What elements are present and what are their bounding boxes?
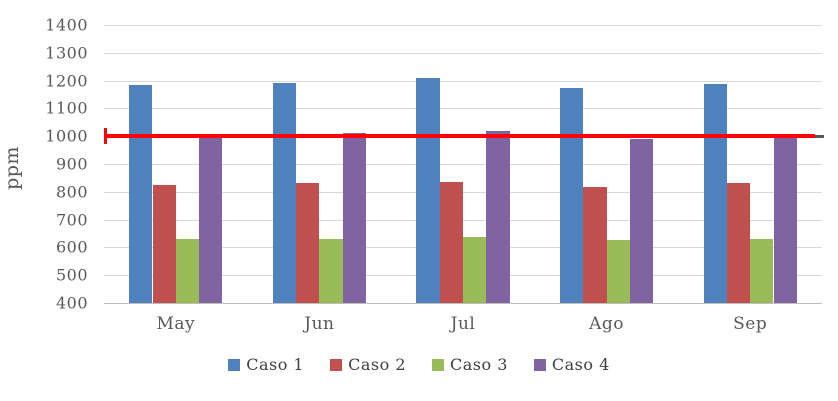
bar-caso-1-jul — [416, 77, 440, 303]
gridline — [104, 25, 822, 26]
y-axis-title: ppm — [1, 146, 23, 190]
gridline — [104, 191, 822, 193]
reference-line-left-cap — [104, 128, 107, 145]
legend-swatch-icon — [432, 358, 444, 371]
bar-caso-1-jun — [272, 82, 297, 303]
bar-caso-2-may — [152, 184, 176, 303]
bar-caso-2-sep — [726, 183, 751, 303]
x-axis-label-ago: Ago — [589, 314, 625, 334]
legend-label: Caso 2 — [348, 355, 406, 374]
legend-swatch-icon — [330, 358, 343, 371]
bar-caso-4-jun — [342, 133, 366, 303]
y-tick-label: 700 — [55, 210, 88, 230]
gridline — [104, 219, 822, 221]
y-tick-label: 400 — [55, 293, 88, 313]
gridline — [104, 52, 822, 54]
plot-area: 400 500 600 700 800 900 1000 1100 1200 1300 1400 Ma… — [45, 16, 824, 334]
reference-line — [104, 134, 815, 139]
x-axis-label-jul: Jul — [450, 314, 476, 334]
bar-caso-4-ago — [629, 138, 654, 303]
bar-caso-3-may — [175, 239, 200, 303]
legend-label: Caso 4 — [551, 355, 610, 374]
y-tick-label: 900 — [55, 154, 88, 174]
y-tick-label: 1300 — [45, 43, 88, 63]
bar-caso-1-may — [129, 84, 153, 303]
x-axis-label-sep: Sep — [733, 314, 768, 334]
y-tick-label: 600 — [55, 237, 88, 257]
bar-caso-1-sep — [703, 83, 727, 303]
bar-caso-3-jun — [319, 238, 343, 303]
legend-swatch-icon — [228, 358, 241, 371]
bar-caso-3-ago — [606, 239, 630, 303]
legend-item-caso-3: Caso 3 — [432, 355, 508, 374]
x-axis-line — [104, 303, 822, 304]
bar-caso-4-may — [199, 134, 223, 303]
x-axis-label-may: May — [156, 314, 196, 334]
bar-caso-3-jul — [463, 237, 487, 303]
gridline — [104, 164, 822, 165]
y-tick-label: 1000 — [45, 126, 88, 146]
reference-line-right-tick — [815, 134, 824, 138]
y-tick-label: 800 — [55, 182, 88, 202]
y-tick-label: 1100 — [45, 98, 88, 118]
legend-item-caso-1: Caso 1 — [228, 355, 304, 374]
legend: Caso 1 Caso 2 Caso 3 Caso 4 — [0, 355, 838, 374]
legend-label: Caso 1 — [246, 355, 305, 374]
legend-item-caso-2: Caso 2 — [330, 355, 406, 374]
gridline — [104, 108, 822, 110]
bar-caso-2-ago — [583, 186, 607, 303]
y-tick-label: 1400 — [45, 15, 88, 35]
bar-caso-2-jun — [296, 183, 320, 303]
bar-caso-2-jul — [439, 181, 463, 303]
legend-label: Caso 3 — [450, 355, 508, 374]
legend-swatch-icon — [533, 358, 546, 371]
bar-caso-4-jul — [486, 130, 510, 303]
x-axis-label-jun: Jun — [304, 314, 335, 334]
bar-caso-4-sep — [773, 135, 797, 303]
y-tick-label: 500 — [55, 265, 88, 285]
legend-item-caso-4: Caso 4 — [533, 355, 610, 374]
bar-caso-3-sep — [750, 238, 774, 303]
gridline — [104, 80, 822, 82]
bar-caso-1-ago — [560, 87, 584, 303]
y-tick-label: 1200 — [45, 71, 88, 91]
